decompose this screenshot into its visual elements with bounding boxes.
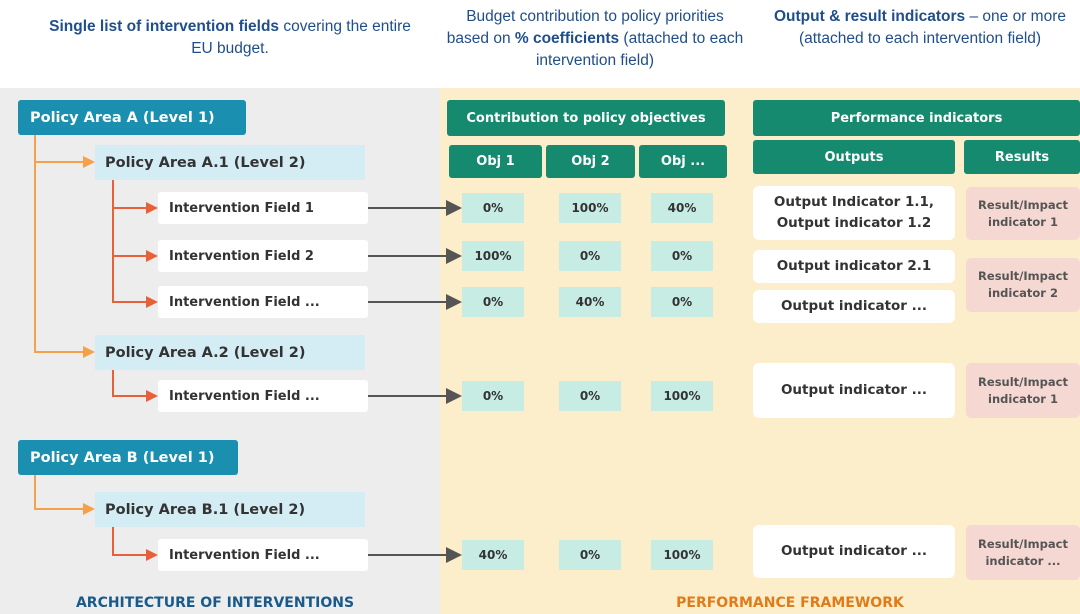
result-indicator: Result/Impact indicator ... <box>966 525 1080 580</box>
result-indicator: Result/Impact indicator 1 <box>966 363 1080 418</box>
indicators-header: Performance indicators <box>753 100 1080 136</box>
coefficient: 100% <box>559 193 621 223</box>
output-indicator: Output indicator 2.1 <box>753 250 955 283</box>
coefficient: 100% <box>651 540 713 570</box>
header-text: Single list of intervention fields <box>49 18 280 35</box>
coefficient: 0% <box>651 287 713 317</box>
header-text: Budget contribution to policy priorities… <box>446 8 724 47</box>
result-indicator: Result/Impact indicator 1 <box>966 187 1080 240</box>
objective-header: Obj ... <box>639 145 727 178</box>
outputs-header: Outputs <box>753 140 955 174</box>
header-text: – one or more (attached to each interven… <box>798 8 1066 47</box>
objective-header: Obj 2 <box>546 145 635 178</box>
coefficient: 0% <box>462 193 524 223</box>
coefficient: 40% <box>651 193 713 223</box>
coefficient: 0% <box>559 381 621 411</box>
header-text: Output & result indicators <box>774 8 966 25</box>
output-indicator: Output indicator ... <box>753 525 955 578</box>
coefficient: 0% <box>559 540 621 570</box>
policy-area-level1: Policy Area B (Level 1) <box>18 440 238 475</box>
result-indicator: Result/Impact indicator 2 <box>966 258 1080 312</box>
header-text: covering the entire EU budget. <box>191 18 411 57</box>
coefficient: 100% <box>651 381 713 411</box>
header-text: % coefficients <box>514 30 620 47</box>
intervention-field: Intervention Field ... <box>158 380 368 412</box>
policy-area-level1: Policy Area A (Level 1) <box>18 100 246 135</box>
section-title: PERFORMANCE FRAMEWORK <box>676 595 904 611</box>
output-indicator: Output indicator ... <box>753 363 955 418</box>
coefficient: 0% <box>651 241 713 271</box>
intervention-field: Intervention Field 2 <box>158 240 368 272</box>
contribution-header: Contribution to policy objectives <box>447 100 725 136</box>
coefficient: 40% <box>559 287 621 317</box>
coefficient: 0% <box>462 381 524 411</box>
intervention-field: Intervention Field ... <box>158 539 368 571</box>
column-header: Output & result indicators – one or more… <box>770 6 1070 50</box>
header-text: (attached to each intervention field) <box>535 30 744 69</box>
policy-area-level2: Policy Area A.1 (Level 2) <box>95 145 365 180</box>
coefficient: 0% <box>462 287 524 317</box>
intervention-field: Intervention Field ... <box>158 286 368 318</box>
column-header: Single list of intervention fields cover… <box>40 16 420 60</box>
policy-area-level2: Policy Area B.1 (Level 2) <box>95 492 365 527</box>
coefficient: 40% <box>462 540 524 570</box>
output-indicator: Output indicator ... <box>753 290 955 323</box>
results-header: Results <box>964 140 1080 174</box>
intervention-field: Intervention Field 1 <box>158 192 368 224</box>
column-header: Budget contribution to policy priorities… <box>445 6 745 72</box>
policy-area-level2: Policy Area A.2 (Level 2) <box>95 335 365 370</box>
spacer <box>440 88 1080 90</box>
objective-header: Obj 1 <box>449 145 542 178</box>
coefficient: 0% <box>559 241 621 271</box>
section-title: ARCHITECTURE OF INTERVENTIONS <box>75 595 355 611</box>
output-indicator: Output Indicator 1.1, Output indicator 1… <box>753 186 955 240</box>
coefficient: 100% <box>462 241 524 271</box>
